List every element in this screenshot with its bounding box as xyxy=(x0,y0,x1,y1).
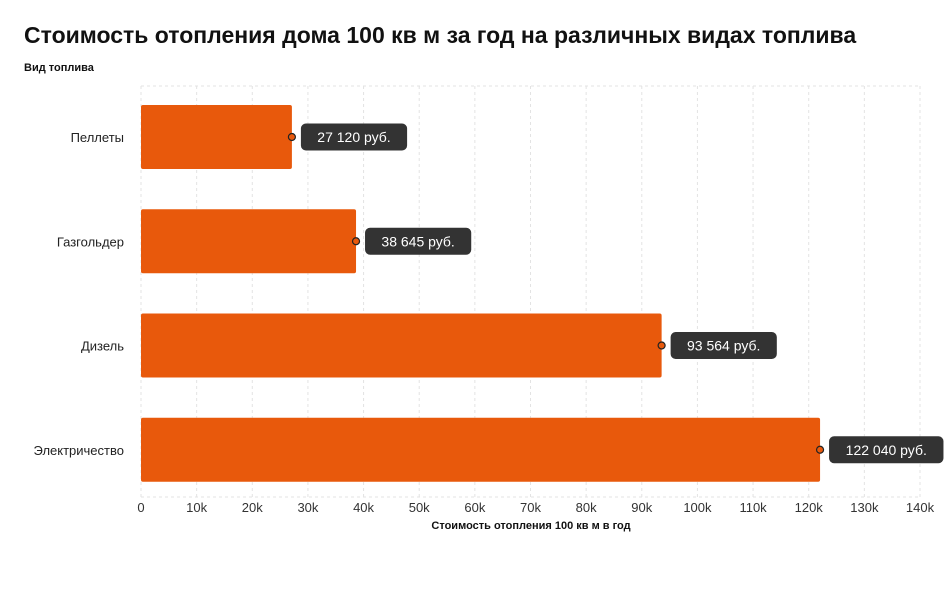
x-tick-label: 60k xyxy=(464,500,485,515)
data-label: 93 564 руб. xyxy=(687,338,760,354)
x-tick-label: 50k xyxy=(409,500,430,515)
category-label: Дизель xyxy=(81,339,124,354)
x-tick-label: 30k xyxy=(297,500,318,515)
x-axis-title: Стоимость отопления 100 кв м в год xyxy=(431,520,631,532)
bar xyxy=(141,105,292,169)
bar xyxy=(141,209,357,274)
x-tick-label: 70k xyxy=(520,500,541,515)
data-label: 38 645 руб. xyxy=(381,233,454,249)
x-tick-label: 140k xyxy=(906,500,935,515)
x-tick-label: 10k xyxy=(186,500,207,515)
category-label: Пеллеты xyxy=(71,130,124,145)
x-tick-label: 40k xyxy=(353,500,374,515)
y-axis-title: Вид топлива xyxy=(24,62,94,74)
x-tick-label: 20k xyxy=(242,500,263,515)
bar xyxy=(141,313,662,378)
x-tick-label: 110k xyxy=(739,500,767,515)
x-tick-label: 130k xyxy=(850,500,879,515)
data-label-box xyxy=(300,123,408,151)
data-point-marker xyxy=(815,445,825,454)
x-tick-label: 120k xyxy=(795,500,824,515)
data-label: 122 040 руб. xyxy=(846,442,927,458)
category-label: Газгольдер xyxy=(57,234,124,249)
x-tick-label: 90k xyxy=(631,500,652,515)
x-tick-label: 80k xyxy=(576,500,597,515)
data-point-marker xyxy=(657,341,666,350)
data-point-marker xyxy=(351,237,361,246)
data-label-box xyxy=(670,332,777,359)
bar xyxy=(141,417,821,482)
x-tick-label: 100k xyxy=(683,500,712,515)
x-tick-label: 0 xyxy=(137,500,144,515)
data-label-box xyxy=(365,227,472,255)
category-label: Электричество xyxy=(34,443,124,458)
data-label-box xyxy=(829,436,944,464)
data-point-marker xyxy=(287,132,297,142)
data-label: 27 120 руб. xyxy=(317,129,390,145)
chart-title: Стоимость отопления дома 100 кв м за год… xyxy=(24,22,857,48)
